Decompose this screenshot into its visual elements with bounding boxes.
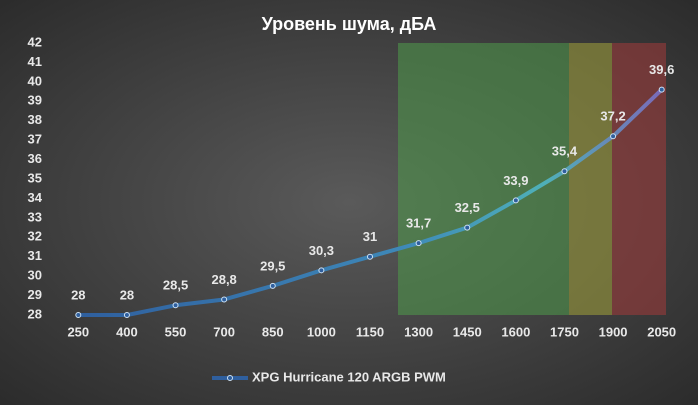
data-label: 39,6	[649, 62, 674, 77]
data-label: 28,5	[163, 278, 188, 293]
data-point	[221, 296, 228, 303]
legend-label: XPG Hurricane 120 ARGB PWM	[252, 369, 446, 384]
x-tick-label: 1450	[453, 324, 482, 339]
data-point	[172, 302, 179, 309]
chart-title: Уровень шума, дБА	[262, 14, 437, 34]
red-zone	[612, 43, 666, 315]
x-tick-label: 1300	[404, 324, 433, 339]
data-point	[318, 267, 325, 274]
y-tick-label: 33	[28, 209, 42, 224]
x-tick-label: 1750	[550, 324, 579, 339]
data-label: 31,7	[406, 216, 431, 231]
x-tick-label: 850	[262, 324, 284, 339]
x-tick-label: 1600	[501, 324, 530, 339]
y-tick-label: 29	[28, 287, 42, 302]
green-zone	[398, 43, 569, 315]
data-label: 32,5	[455, 200, 480, 215]
data-label: 33,9	[503, 173, 528, 188]
data-point	[123, 312, 130, 318]
yellow-zone	[569, 43, 612, 315]
data-label: 30,3	[309, 243, 334, 258]
y-tick-label: 40	[28, 73, 42, 88]
data-label: 35,4	[552, 144, 578, 159]
y-tick-label: 32	[28, 229, 42, 244]
x-tick-label: 250	[67, 324, 89, 339]
y-tick-label: 30	[28, 268, 42, 283]
data-point	[658, 86, 665, 93]
x-tick-label: 700	[213, 324, 235, 339]
data-point	[610, 133, 617, 140]
data-point	[367, 253, 373, 260]
y-tick-label: 34	[28, 190, 43, 205]
y-tick-label: 37	[28, 132, 42, 147]
data-point	[464, 224, 471, 231]
y-tick-label: 31	[28, 248, 42, 263]
data-label: 28	[71, 287, 85, 302]
data-label: 37,2	[600, 109, 625, 124]
x-tick-label: 1900	[599, 324, 628, 339]
y-tick-label: 42	[28, 34, 42, 49]
x-tick-label: 1000	[307, 324, 336, 339]
x-tick-label: 2050	[647, 324, 676, 339]
data-point	[415, 240, 422, 247]
y-tick-label: 35	[28, 170, 42, 185]
y-tick-label: 28	[28, 306, 42, 321]
x-tick-label: 550	[165, 324, 187, 339]
y-tick-label: 41	[28, 54, 42, 69]
data-point	[75, 312, 82, 318]
data-label: 28,8	[211, 272, 236, 287]
x-tick-label: 1150	[356, 324, 384, 339]
y-tick-label: 36	[28, 151, 42, 166]
y-tick-label: 38	[28, 112, 42, 127]
y-tick-label: 39	[28, 93, 42, 108]
legend-marker	[227, 375, 233, 381]
data-label: 29,5	[260, 258, 285, 273]
data-point	[512, 197, 519, 204]
data-label: 31	[363, 229, 377, 244]
data-label: 28	[120, 287, 134, 302]
data-point	[561, 168, 568, 175]
data-point	[269, 282, 276, 289]
x-tick-label: 400	[116, 324, 138, 339]
